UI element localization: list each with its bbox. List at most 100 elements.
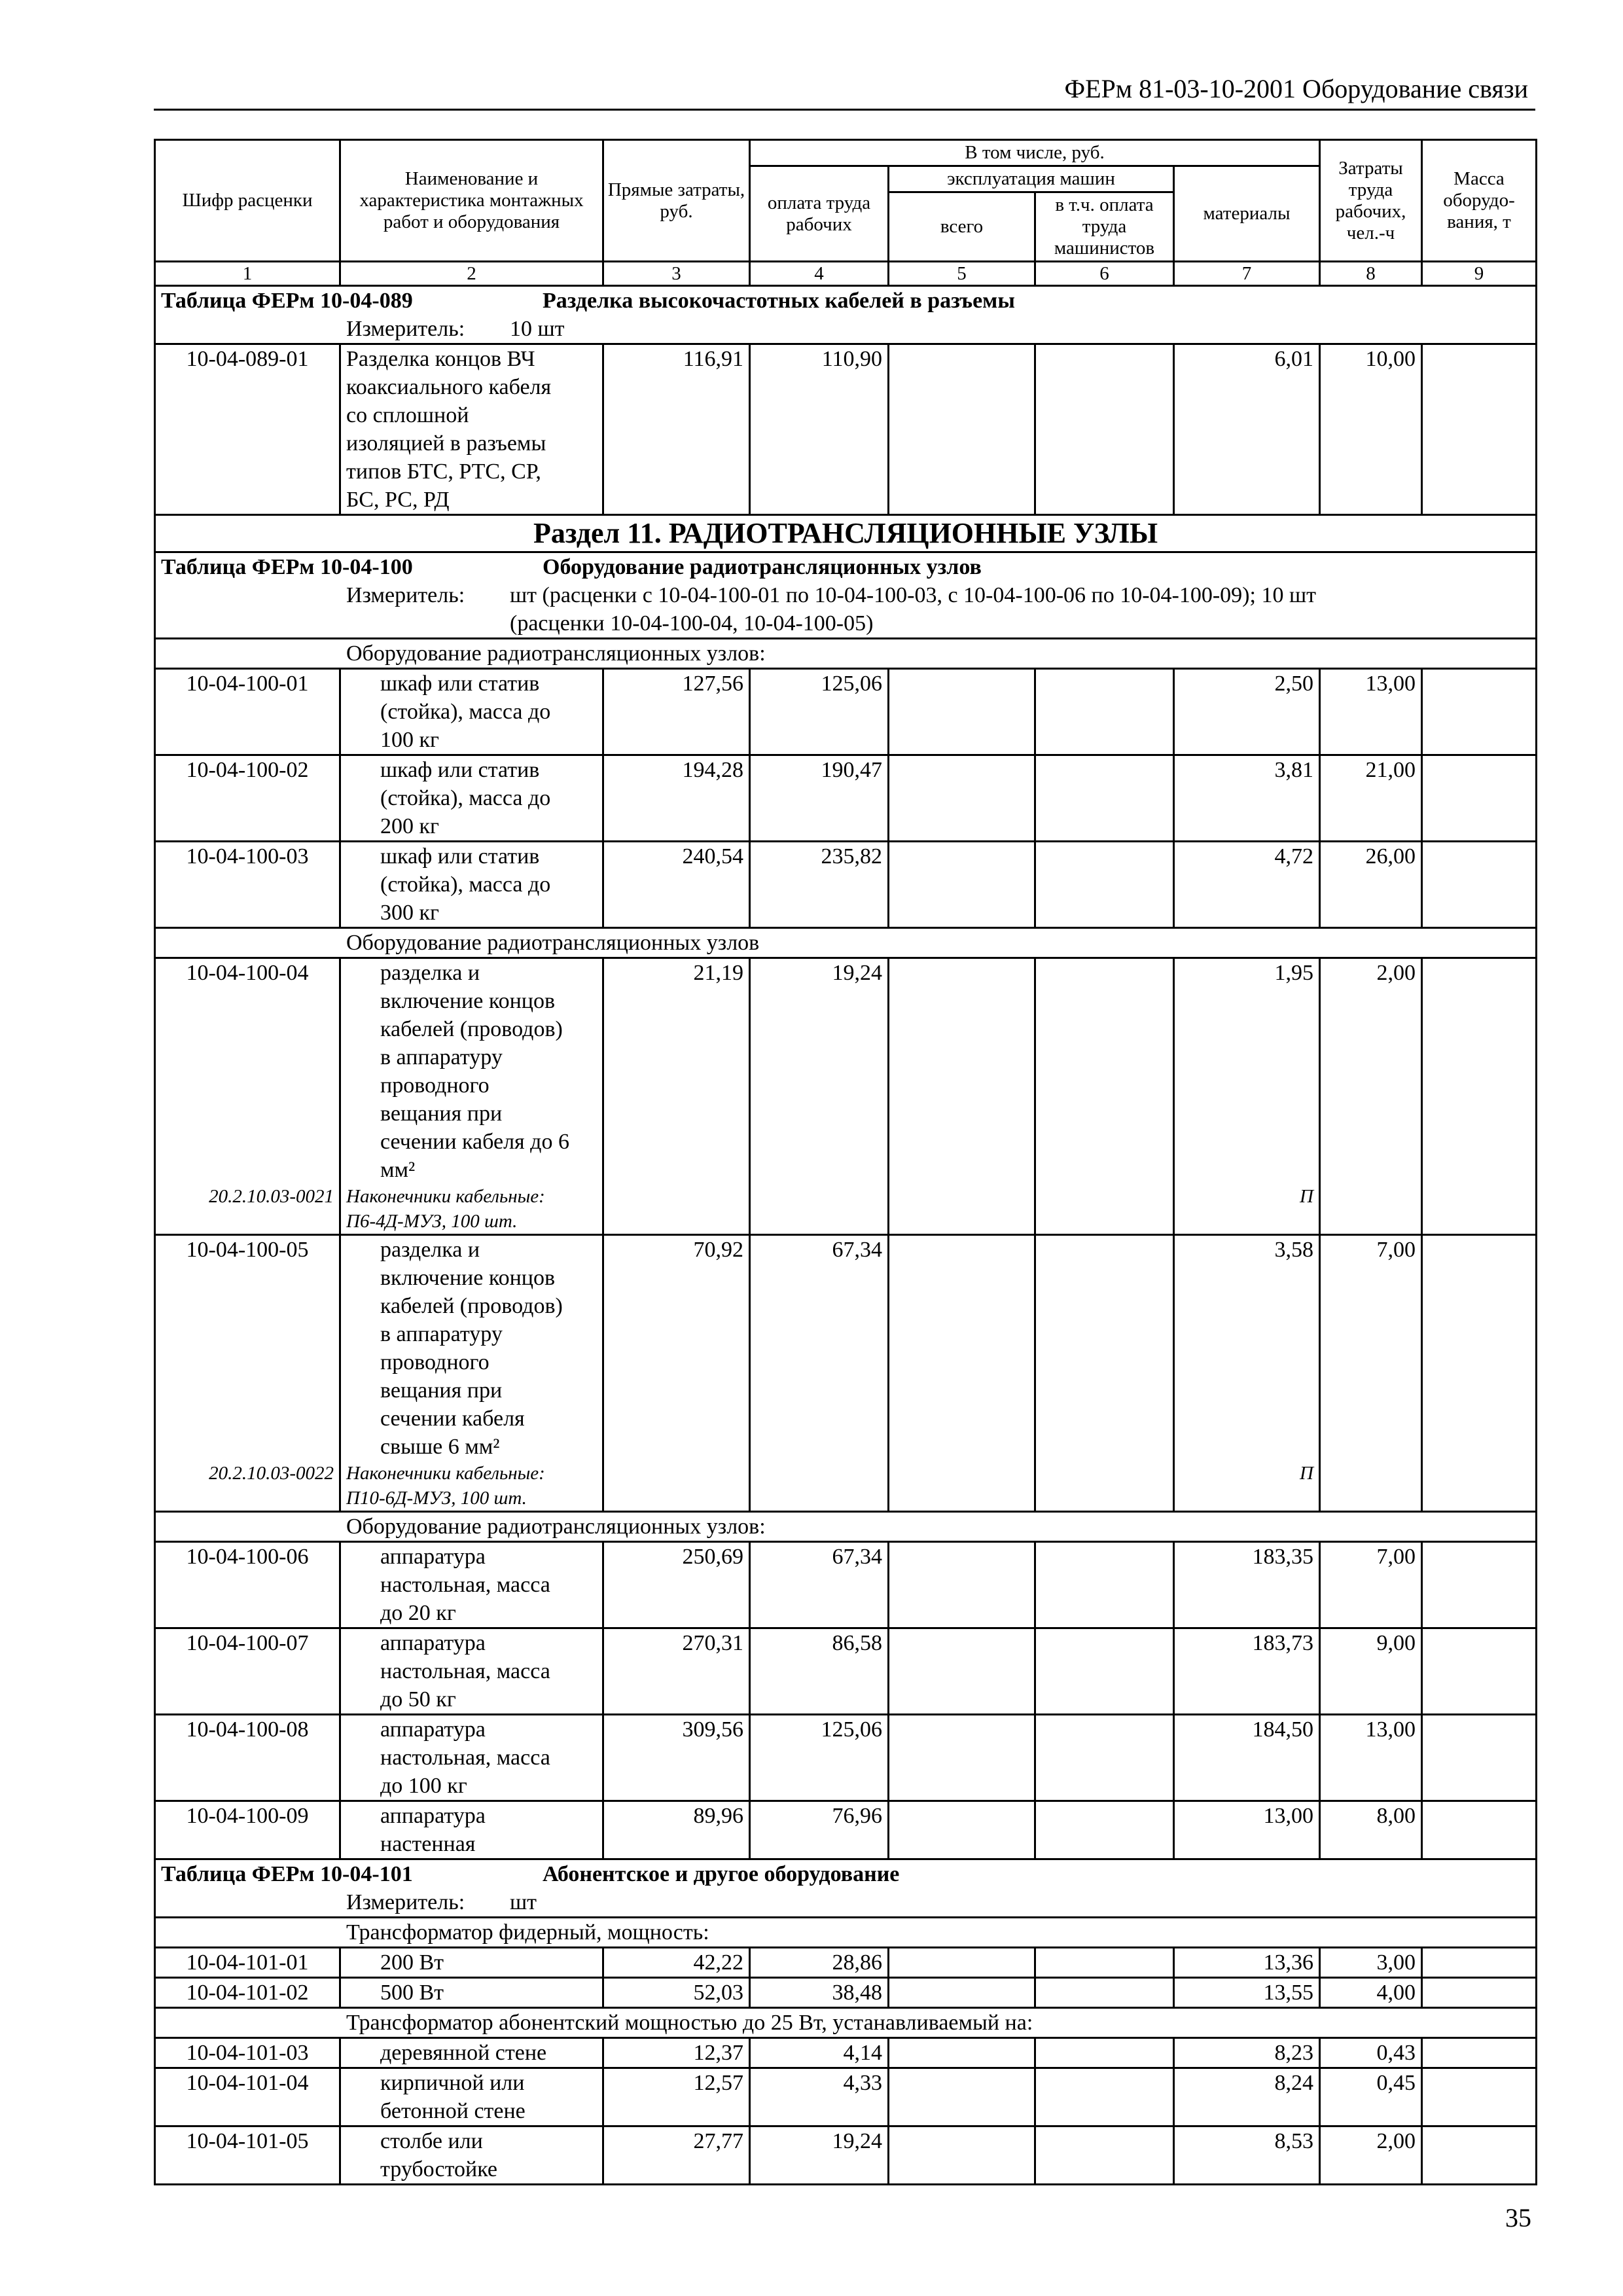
- item-row: 10-04-100-08 аппаратура настольная, масса…: [154, 1713, 1537, 1802]
- item-row: 10-04-100-04 разделка и включение концов …: [154, 957, 1537, 1184]
- value-materials: 8,24: [1173, 2067, 1321, 2127]
- value-labor: 2,00: [1319, 2125, 1423, 2185]
- value-machines: [887, 2125, 1036, 2185]
- meter-cell: Измеритель: шт (расценки с 10-04-100-01 п…: [154, 581, 1537, 639]
- value-materials: 183,35: [1173, 1541, 1321, 1629]
- empty-cell: [1421, 1184, 1537, 1236]
- item-row: 10-04-101-03 деревянной стене 12,37 4,14 8,2…: [154, 2037, 1537, 2069]
- work-name: аппаратура настольная, масса до 100 кг: [339, 1713, 604, 1802]
- value-machines: [887, 1234, 1036, 1461]
- rate-code: 10-04-100-01: [154, 668, 341, 756]
- section-row: Раздел 11. РАДИОТРАНСЛЯЦИОННЫЕ УЗЛЫ: [154, 514, 1537, 553]
- meter-row: Измеритель: шт (расценки с 10-04-100-01 п…: [154, 581, 1537, 639]
- value-direct: 309,56: [602, 1713, 751, 1802]
- empty-cell: [1421, 1461, 1537, 1513]
- value-direct: 270,31: [602, 1627, 751, 1715]
- col-wages: оплата труда рабочих: [749, 165, 889, 262]
- table-caption: Таблица ФЕРм 10-04-101 Абонентское и друг…: [154, 1858, 1537, 1888]
- value-mass: [1421, 840, 1537, 929]
- work-name: разделка и включение концов кабелей (про…: [339, 1234, 604, 1461]
- group-row: Трансформатор абонентский мощностью до 2…: [154, 2007, 1537, 2039]
- value-machines: [887, 1946, 1036, 1979]
- value-machines: [887, 957, 1036, 1184]
- value-labor: 2,00: [1319, 957, 1423, 1184]
- value-wages: 19,24: [749, 957, 889, 1184]
- group-heading: Оборудование радиотрансляционных узлов:: [154, 637, 1537, 670]
- value-direct: 250,69: [602, 1541, 751, 1629]
- value-machinists: [1034, 2125, 1175, 2185]
- value-mass: [1421, 1800, 1537, 1860]
- rate-code: 10-04-100-05: [154, 1234, 341, 1461]
- value-mass: [1421, 2067, 1537, 2127]
- value-mass: [1421, 668, 1537, 756]
- empty-cell: [602, 1461, 751, 1513]
- rate-code: 10-04-100-07: [154, 1627, 341, 1715]
- table-header: Шифр расценки Наименование и характерист…: [154, 139, 1537, 287]
- empty-cell: [1319, 1461, 1423, 1513]
- value-materials: 6,01: [1173, 343, 1321, 516]
- value-wages: 190,47: [749, 754, 889, 842]
- col-materials: материалы: [1173, 165, 1321, 262]
- col-machines-total: всего: [887, 191, 1036, 262]
- group-row: Оборудование радиотрансляционных узлов: [154, 927, 1537, 959]
- value-mass: [1421, 1627, 1537, 1715]
- value-machinists: [1034, 2037, 1175, 2069]
- group-heading: Трансформатор фидерный, мощность:: [154, 1916, 1537, 1948]
- rates-table: Шифр расценки Наименование и характерист…: [154, 139, 1537, 2185]
- value-mass: [1421, 2037, 1537, 2069]
- col-number: 9: [1421, 260, 1537, 287]
- value-labor: 21,00: [1319, 754, 1423, 842]
- value-machines: [887, 1800, 1036, 1860]
- meter-label: Измеритель:: [346, 583, 465, 607]
- value-machines: [887, 1713, 1036, 1802]
- value-labor: 13,00: [1319, 668, 1423, 756]
- col-machinists: в т.ч. оплата труда машинистов: [1034, 191, 1175, 262]
- value-materials: 8,53: [1173, 2125, 1321, 2185]
- resource-materials: П: [1173, 1461, 1321, 1513]
- group-heading: Оборудование радиотрансляционных узлов: [154, 927, 1537, 959]
- value-machinists: [1034, 1713, 1175, 1802]
- table-row: Таблица ФЕРм 10-04-100 Оборудование радио…: [154, 551, 1537, 581]
- value-labor: 8,00: [1319, 1800, 1423, 1860]
- rate-code: 10-04-101-02: [154, 1977, 341, 2009]
- work-name: шкаф или статив (стойка), масса до 100 к…: [339, 668, 604, 756]
- value-machinists: [1034, 1800, 1175, 1860]
- col-machines: эксплуатация машин: [887, 165, 1175, 193]
- value-materials: 3,58: [1173, 1234, 1321, 1461]
- rate-code: 10-04-101-04: [154, 2067, 341, 2127]
- header-rule: [154, 109, 1535, 111]
- meter-cell: Измеритель: шт: [154, 1888, 1537, 1918]
- item-row: 10-04-100-02 шкаф или статив (стойка), ма…: [154, 754, 1537, 842]
- col-number: 5: [887, 260, 1036, 287]
- table-row: Таблица ФЕРм 10-04-089 Разделка высокочас…: [154, 285, 1537, 315]
- empty-cell: [887, 1461, 1036, 1513]
- value-machines: [887, 668, 1036, 756]
- value-materials: 8,23: [1173, 2037, 1321, 2069]
- rate-code: 10-04-100-04: [154, 957, 341, 1184]
- value-direct: 240,54: [602, 840, 751, 929]
- value-materials: 184,50: [1173, 1713, 1321, 1802]
- value-labor: 0,45: [1319, 2067, 1423, 2127]
- value-labor: 4,00: [1319, 1977, 1423, 2009]
- meter-value: шт: [510, 1890, 537, 1914]
- value-machinists: [1034, 957, 1175, 1184]
- value-wages: 67,34: [749, 1541, 889, 1629]
- value-direct: 27,77: [602, 2125, 751, 2185]
- group-row: Оборудование радиотрансляционных узлов:: [154, 637, 1537, 670]
- col-number: 3: [602, 260, 751, 287]
- work-name: шкаф или статив (стойка), масса до 200 к…: [339, 754, 604, 842]
- rate-code: 10-04-089-01: [154, 343, 341, 516]
- value-mass: [1421, 754, 1537, 842]
- value-direct: 127,56: [602, 668, 751, 756]
- table-number: Таблица ФЕРм 10-04-089: [161, 289, 413, 313]
- work-name: 500 Вт: [339, 1977, 604, 2009]
- value-wages: 28,86: [749, 1946, 889, 1979]
- value-materials: 183,73: [1173, 1627, 1321, 1715]
- value-mass: [1421, 1977, 1537, 2009]
- rate-code: 10-04-101-01: [154, 1946, 341, 1979]
- empty-cell: [749, 1461, 889, 1513]
- work-name: шкаф или статив (стойка), масса до 300 к…: [339, 840, 604, 929]
- rate-code: 10-04-101-03: [154, 2037, 341, 2069]
- value-machines: [887, 2037, 1036, 2069]
- item-row: 10-04-100-06 аппаратура настольная, масса…: [154, 1541, 1537, 1629]
